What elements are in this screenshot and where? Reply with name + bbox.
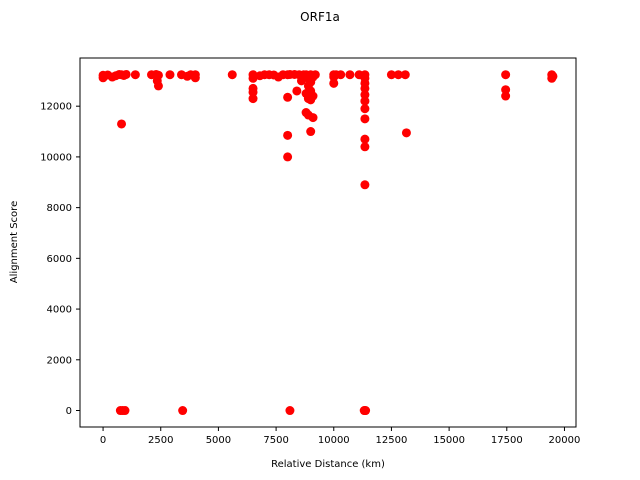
data-point <box>360 134 370 144</box>
data-point <box>360 114 370 124</box>
y-tick-label: 0 <box>66 406 72 417</box>
data-point <box>130 70 140 80</box>
data-point <box>283 130 293 140</box>
x-tick-label: 12500 <box>376 435 408 446</box>
data-point <box>360 83 370 93</box>
x-tick-label: 20000 <box>549 435 581 446</box>
y-tick-label: 12000 <box>40 102 72 113</box>
data-point <box>359 406 369 416</box>
y-tick-label: 6000 <box>47 254 72 265</box>
data-point <box>400 70 410 80</box>
data-point <box>248 94 258 104</box>
y-axis-ticks: 0 2000 4000 6000 8000 10000 12000 <box>40 102 80 417</box>
data-point <box>329 78 339 88</box>
data-point <box>306 127 316 137</box>
data-point <box>283 152 293 162</box>
y-axis-label: Alignment Score <box>9 201 20 283</box>
x-tick-label: 5000 <box>206 435 231 446</box>
x-axis-ticks: 0 2500 5000 7500 10000 12500 15000 17500 20000 <box>100 427 580 446</box>
data-point <box>165 70 175 80</box>
data-point <box>345 70 355 80</box>
data-point <box>501 91 511 101</box>
data-point <box>310 70 320 80</box>
data-point <box>120 406 130 416</box>
data-point <box>360 96 370 106</box>
data-point <box>360 142 370 152</box>
data-point <box>501 85 511 95</box>
data-point <box>283 92 293 102</box>
x-tick-label: 17500 <box>491 435 523 446</box>
chart-title: ORF1a <box>300 10 340 24</box>
data-point <box>386 70 396 80</box>
data-point <box>501 70 511 80</box>
data-point <box>360 104 370 114</box>
y-tick-label: 10000 <box>40 152 72 163</box>
data-point <box>178 406 188 416</box>
data-point <box>336 70 346 80</box>
data-point <box>153 70 163 80</box>
x-tick-label: 2500 <box>148 435 173 446</box>
data-point <box>121 69 131 79</box>
x-tick-label: 10000 <box>318 435 350 446</box>
data-points <box>98 69 558 416</box>
x-axis-label: Relative Distance (km) <box>271 459 385 470</box>
x-tick-label: 7500 <box>263 435 288 446</box>
y-tick-label: 4000 <box>47 305 72 316</box>
data-point <box>360 180 370 190</box>
data-point <box>248 87 258 97</box>
data-point <box>153 81 163 91</box>
data-point <box>190 70 200 80</box>
data-point <box>117 119 127 129</box>
data-point <box>393 70 403 80</box>
x-tick-label: 15000 <box>433 435 465 446</box>
data-point <box>227 70 237 80</box>
x-tick-label: 0 <box>100 435 106 446</box>
data-point <box>248 73 258 83</box>
data-point <box>308 113 318 123</box>
data-point <box>308 91 318 101</box>
data-point <box>548 71 558 81</box>
y-tick-label: 2000 <box>47 355 72 366</box>
data-point <box>360 90 370 100</box>
plot-frame <box>79 57 577 428</box>
data-point <box>285 406 295 416</box>
data-point <box>292 86 302 96</box>
y-tick-label: 8000 <box>47 203 72 214</box>
data-point <box>401 128 411 138</box>
